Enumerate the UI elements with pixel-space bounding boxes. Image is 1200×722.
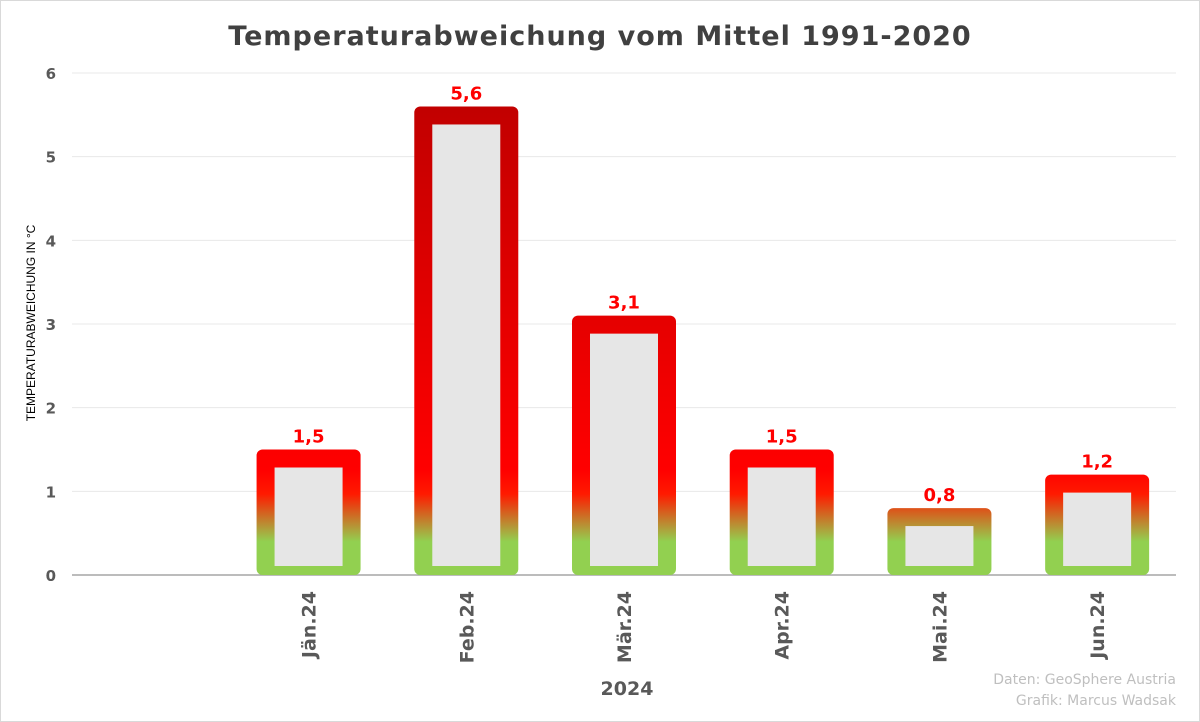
data-label: 5,6 (450, 83, 482, 104)
author-credit: Grafik: Marcus Wadsak (1015, 693, 1176, 709)
data-label: 1,2 (1081, 452, 1113, 473)
bar-inner (274, 467, 343, 566)
x-tick-label: Mär.24 (614, 591, 636, 663)
bar-inner (1063, 492, 1132, 566)
data-label: 3,1 (608, 293, 640, 314)
y-tick-label: 1 (46, 483, 56, 501)
x-axis-title: 2024 (601, 678, 654, 700)
y-tick-label: 3 (46, 316, 56, 334)
data-label: 0,8 (923, 485, 955, 506)
bar-inner (905, 526, 974, 566)
y-tick-label: 2 (46, 400, 56, 418)
chart-title: Temperaturabweichung vom Mittel 1991-202… (228, 21, 971, 52)
bar-inner (747, 467, 816, 566)
y-tick-label: 0 (46, 567, 56, 585)
bar-inner (590, 333, 658, 566)
x-tick-label: Jän.24 (299, 591, 321, 660)
data-label: 1,5 (293, 427, 325, 448)
data-label: 1,5 (766, 427, 798, 448)
x-tick-label: Mai.24 (929, 591, 951, 663)
bar-inner (432, 124, 501, 566)
y-tick-label: 6 (46, 65, 56, 83)
y-tick-label: 4 (46, 232, 56, 250)
y-axis-title: TEMPERATURABWEICHUNG IN °C (24, 224, 38, 421)
x-tick-label: Jun.24 (1087, 591, 1109, 661)
x-tick-label: Feb.24 (456, 591, 478, 663)
y-tick-label: 5 (46, 149, 56, 167)
data-source-credit: Daten: GeoSphere Austria (993, 672, 1176, 688)
x-tick-label: Apr.24 (772, 591, 794, 660)
